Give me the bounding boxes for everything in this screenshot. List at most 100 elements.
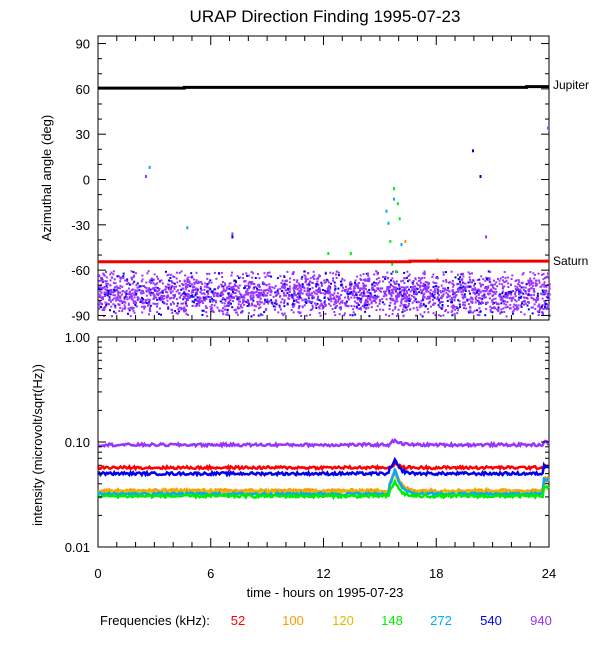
azimuth-point xyxy=(160,279,163,282)
azimuth-point xyxy=(332,272,335,275)
azimuth-point xyxy=(151,287,154,290)
azimuth-point xyxy=(311,286,314,289)
azimuth-point xyxy=(367,272,370,275)
azimuth-point xyxy=(367,295,370,298)
azimuth-point xyxy=(184,300,187,303)
azimuth-point xyxy=(311,308,314,311)
azimuth-point xyxy=(349,292,352,295)
azimuth-point xyxy=(421,315,424,318)
azimuth-point xyxy=(191,275,194,278)
azimuth-point xyxy=(382,275,384,278)
azimuth-point xyxy=(217,286,220,289)
azimuth-point xyxy=(295,294,298,297)
azimuth-outlier-points xyxy=(145,126,550,274)
azimuth-point xyxy=(384,275,387,278)
azimuth-point xyxy=(121,309,124,312)
azimuth-point xyxy=(107,282,110,285)
azimuth-point xyxy=(229,294,232,297)
azimuth-point xyxy=(198,296,201,299)
saturn-line xyxy=(98,259,549,264)
azimuth-point xyxy=(442,290,445,293)
azimuth-point xyxy=(293,278,296,281)
azimuth-point xyxy=(257,291,260,294)
azimuth-point xyxy=(505,279,508,282)
azimuth-point xyxy=(113,278,116,281)
azimuth-point xyxy=(138,286,141,289)
azimuth-point xyxy=(223,289,225,292)
azimuth-point xyxy=(370,302,373,305)
azimuth-point xyxy=(504,300,507,303)
azimuth-point xyxy=(143,285,145,287)
azimuth-point xyxy=(370,306,373,309)
azimuth-point xyxy=(356,283,359,286)
azimuth-point xyxy=(205,286,208,289)
azimuth-point xyxy=(467,271,470,274)
azimuth-point xyxy=(389,301,392,304)
azimuth-point xyxy=(489,308,492,311)
azimuth-point xyxy=(293,283,296,286)
azimuth-point xyxy=(339,306,342,309)
azimuth-point xyxy=(464,287,467,289)
azimuth-point xyxy=(132,306,135,309)
azimuth-point xyxy=(401,289,404,292)
azimuth-point xyxy=(367,306,370,309)
azimuth-point xyxy=(478,282,481,285)
frequency-940-label: 940 xyxy=(530,613,552,628)
azimuth-point xyxy=(178,284,181,287)
azimuth-point xyxy=(161,301,164,303)
azimuth-point xyxy=(245,284,248,287)
azimuth-point xyxy=(285,280,288,283)
azimuth-point xyxy=(492,286,494,289)
azimuth-point xyxy=(394,307,396,310)
azimuth-point xyxy=(532,281,535,284)
azimuth-point xyxy=(527,308,530,311)
azimuth-point xyxy=(464,307,467,310)
azimuth-point xyxy=(140,305,143,308)
azimuth-point xyxy=(530,279,533,282)
azimuth-point xyxy=(403,271,406,274)
azimuth-point xyxy=(327,292,330,295)
azimuth-point xyxy=(416,288,419,291)
outlier-point xyxy=(186,226,189,230)
azimuth-point xyxy=(518,293,521,296)
azimuth-point xyxy=(104,306,106,308)
azimuth-point xyxy=(461,289,464,291)
azimuth-point xyxy=(171,281,174,284)
azimuth-point xyxy=(225,289,228,291)
azimuth-point xyxy=(349,314,352,316)
azimuth-point xyxy=(541,312,544,315)
azimuth-point xyxy=(427,290,430,293)
azimuth-point xyxy=(232,296,235,299)
azimuth-point xyxy=(212,299,215,302)
azimuth-point xyxy=(357,304,360,306)
azimuth-point xyxy=(476,291,479,294)
azimuth-point xyxy=(98,301,101,303)
azimuth-point xyxy=(522,272,525,275)
azimuth-point xyxy=(226,313,229,316)
azimuth-point xyxy=(200,289,203,292)
azimuth-point xyxy=(354,279,357,282)
azimuth-point xyxy=(405,294,407,297)
azimuth-point xyxy=(256,289,259,291)
azimuth-point xyxy=(376,271,379,274)
azimuth-point xyxy=(246,305,249,307)
azimuth-point xyxy=(457,299,460,302)
azimuth-point xyxy=(440,291,443,294)
azimuth-point xyxy=(451,314,454,317)
azimuth-point xyxy=(539,285,542,288)
azimuth-point xyxy=(497,306,500,309)
azimuth-point xyxy=(122,272,125,275)
azimuth-point xyxy=(367,277,370,280)
azimuth-point xyxy=(504,293,507,296)
azimuth-point xyxy=(334,299,337,302)
frequency-52-label: 52 xyxy=(231,613,245,628)
azimuth-point xyxy=(480,275,483,278)
azimuth-point xyxy=(278,306,281,309)
azimuth-point xyxy=(203,285,206,288)
azimuth-point xyxy=(392,299,394,302)
azimuth-point xyxy=(450,270,453,273)
azimuth-point xyxy=(395,299,398,302)
azimuth-point xyxy=(456,283,459,286)
azimuth-point xyxy=(478,303,480,306)
azimuth-point xyxy=(323,301,326,304)
